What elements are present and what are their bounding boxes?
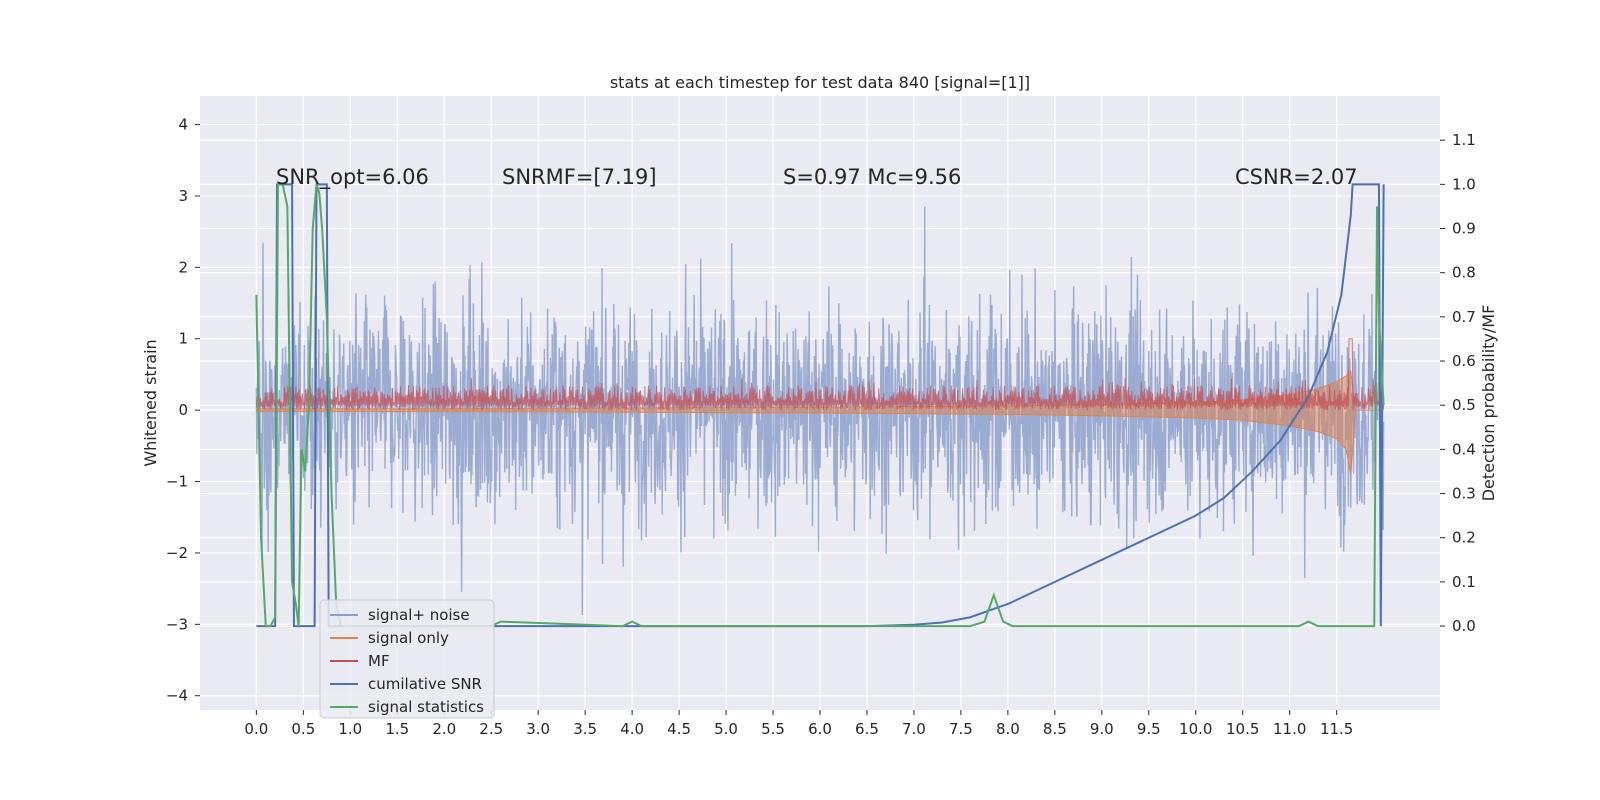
x-tick-label: 4.0	[620, 720, 644, 738]
y-right-tick-label: 0.2	[1452, 529, 1476, 547]
y-tick-label: 4	[178, 116, 188, 134]
chart-title: stats at each timestep for test data 840…	[610, 73, 1030, 92]
x-tick-label: 5.5	[761, 720, 785, 738]
x-tick-label: 10.0	[1179, 720, 1212, 738]
x-tick-label: 9.0	[1090, 720, 1114, 738]
y-axis-label: Whitened strain	[141, 339, 160, 466]
ticks-layer: 0.0 0.5 1.0 1.5 2.0 2.5 3.0 3.5 4.0 4.5 5.0 5.5 6.0 6…	[166, 116, 1476, 738]
y-right-tick-label: 0.9	[1452, 220, 1476, 238]
series-layer	[255, 183, 1385, 628]
series-mf-line	[255, 338, 1385, 411]
x-tick-label: 0.5	[291, 720, 315, 738]
legend-label-signal-only: signal only	[368, 629, 449, 647]
annotation-csnr: CSNR=2.07	[1235, 165, 1358, 189]
x-tick-label: 9.5	[1137, 720, 1161, 738]
x-tick-label: 4.5	[667, 720, 691, 738]
x-tick-label: 6.5	[855, 720, 879, 738]
y-right-tick-label: 0.3	[1452, 485, 1476, 503]
x-tick-label: 0.0	[244, 720, 268, 738]
y-tick-label: −2	[166, 544, 188, 562]
x-tick-label: 5.0	[714, 720, 738, 738]
x-tick-label: 2.5	[479, 720, 503, 738]
legend-label-cumulative-snr: cumilative SNR	[368, 675, 482, 693]
y-right-tick-label: 1.0	[1452, 175, 1476, 193]
x-tick-label: 3.5	[573, 720, 597, 738]
x-tick-label: 10.5	[1226, 720, 1259, 738]
legend-label-signal-statistics: signal statistics	[368, 698, 484, 716]
y-tick-label: −1	[166, 473, 188, 491]
x-tick-label: 11.5	[1320, 720, 1353, 738]
x-tick-label: 1.5	[385, 720, 409, 738]
y-right-tick-label: 0.6	[1452, 352, 1476, 370]
series-signal-statistics-line	[255, 183, 1385, 628]
x-tick-label: 1.0	[338, 720, 362, 738]
y-right-tick-label: 0.5	[1452, 396, 1476, 414]
x-tick-label: 8.0	[996, 720, 1020, 738]
y-tick-label: −3	[166, 615, 188, 633]
y-tick-label: −4	[166, 687, 188, 705]
y-axis-label-right: Detection probability/MF	[1479, 305, 1498, 502]
x-tick-label: 8.5	[1043, 720, 1067, 738]
legend-label-mf: MF	[368, 652, 390, 670]
x-tick-label: 3.0	[526, 720, 550, 738]
legend: signal+ noise signal only MF cumilative …	[319, 599, 495, 719]
x-tick-label: 11.0	[1273, 720, 1306, 738]
x-tick-label: 6.0	[808, 720, 832, 738]
x-tick-label: 7.0	[902, 720, 926, 738]
series-cumulative-snr-line	[256, 183, 1385, 628]
x-tick-label: 2.0	[432, 720, 456, 738]
y-tick-label: 1	[178, 330, 188, 348]
y-right-tick-label: 0.8	[1452, 264, 1476, 282]
legend-label-signal-noise: signal+ noise	[368, 606, 470, 624]
y-right-tick-label: 0.0	[1452, 617, 1476, 635]
annotation-snr-opt: SNR_opt=6.06	[276, 165, 429, 190]
y-tick-label: 2	[178, 258, 188, 276]
annotation-s-mc: S=0.97 Mc=9.56	[783, 165, 961, 189]
annotation-snr-mf: SNRMF=[7.19]	[502, 165, 657, 189]
y-right-tick-label: 0.7	[1452, 308, 1476, 326]
x-tick-label: 7.5	[949, 720, 973, 738]
y-tick-label: 0	[178, 401, 188, 419]
series-signal-noise-line	[255, 206, 1385, 616]
y-right-tick-label: 0.4	[1452, 440, 1476, 458]
legend-box	[319, 599, 495, 719]
y-right-tick-label: 0.1	[1452, 573, 1476, 591]
y-right-tick-label: 1.1	[1452, 131, 1476, 149]
y-tick-label: 3	[178, 187, 188, 205]
